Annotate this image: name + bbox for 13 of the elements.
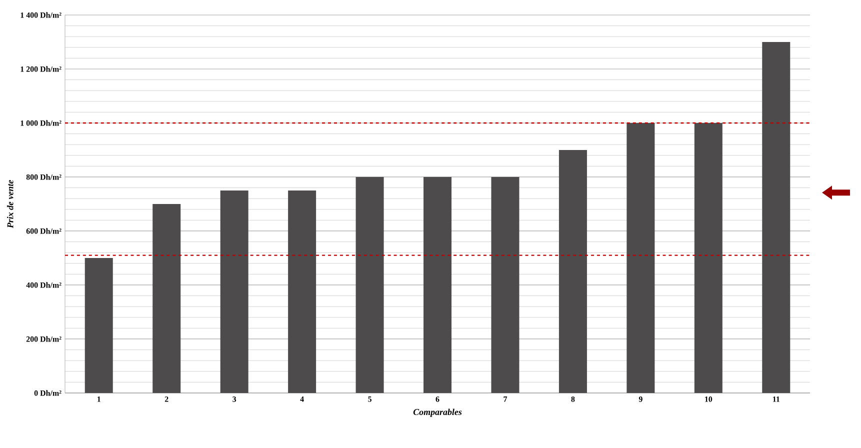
bar [491, 176, 520, 393]
bar [84, 258, 113, 393]
bar [356, 176, 384, 393]
bar [558, 150, 587, 393]
x-axis-title: Comparables [413, 408, 462, 417]
bar [626, 122, 655, 393]
bar [424, 176, 452, 393]
y-axis-title: Prix de vente [6, 180, 14, 228]
bar [762, 42, 790, 393]
bar [288, 190, 316, 393]
bar [152, 204, 181, 393]
bar [220, 190, 248, 393]
bar [694, 122, 722, 393]
